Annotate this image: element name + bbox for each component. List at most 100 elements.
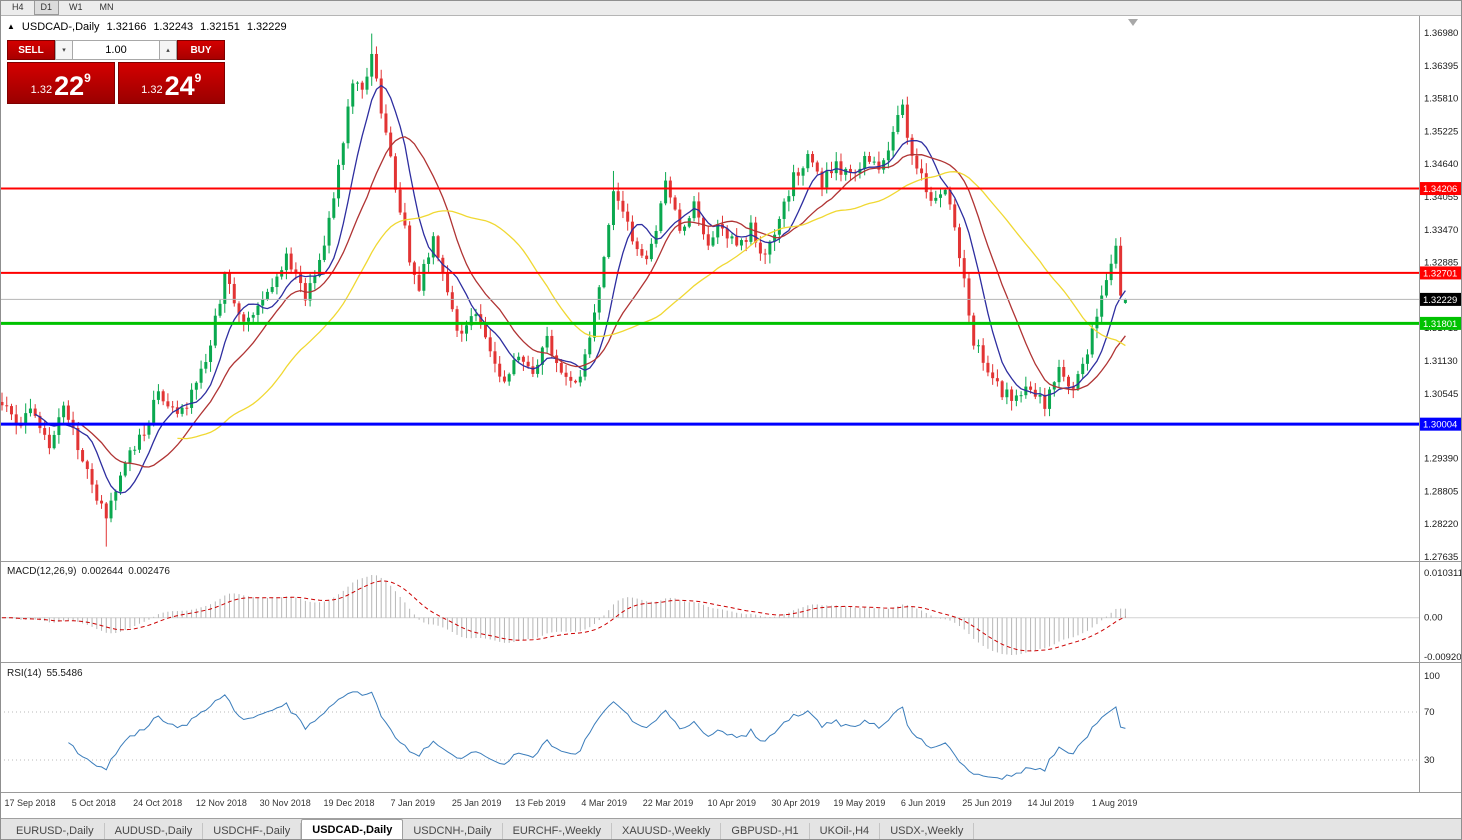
ma-slow-line (177, 171, 1126, 440)
rsi-line (68, 691, 1126, 780)
time-axis-label: 1 Aug 2019 (1092, 798, 1138, 808)
svg-text:1.30545: 1.30545 (1424, 389, 1458, 400)
time-axis-label: 30 Apr 2019 (771, 798, 820, 808)
ma-medium-line (77, 136, 1126, 468)
chart-tab-usdcad[interactable]: USDCAD-,Daily (301, 819, 404, 840)
sell-price-button[interactable]: 1.32 22 9 (7, 62, 115, 104)
svg-text:1.32229: 1.32229 (1423, 295, 1457, 306)
resistance-badge (1420, 266, 1462, 280)
svg-text:0.00: 0.00 (1424, 613, 1443, 624)
macd-signal-line (1, 580, 1126, 652)
chevron-up-icon: ▴ (166, 47, 170, 54)
timeframe-button-mn[interactable]: MN (99, 2, 114, 12)
volume-increase-button[interactable]: ▴ (160, 40, 177, 60)
svg-text:1.30004: 1.30004 (1423, 420, 1457, 431)
svg-text:1.35810: 1.35810 (1424, 94, 1458, 105)
chart-tab-ukoil[interactable]: UKOil-,H4 (810, 823, 881, 840)
svg-text:1.34640: 1.34640 (1424, 159, 1458, 170)
svg-text:1.34055: 1.34055 (1424, 192, 1458, 203)
svg-text:100: 100 (1424, 671, 1440, 682)
sell-button[interactable]: SELL (7, 40, 55, 60)
chart-tab-usdx[interactable]: USDX-,Weekly (880, 823, 975, 840)
macd-histogram (0, 575, 1419, 655)
trade-panel-toggle-icon[interactable]: ▲ (7, 22, 15, 31)
svg-text:1.36395: 1.36395 (1424, 61, 1458, 72)
chart-tab-gbpusd[interactable]: GBPUSD-,H1 (721, 823, 810, 840)
support-badge (1420, 417, 1462, 431)
time-axis-label: 24 Oct 2018 (133, 798, 182, 808)
time-axis-label: 17 Sep 2018 (4, 798, 55, 808)
volume-decrease-button[interactable]: ▾ (55, 40, 72, 60)
rsi-plot (0, 691, 1419, 780)
rsi-indicator-label: RSI(14) 55.5486 (7, 668, 88, 679)
ma-fast-line (34, 84, 1126, 494)
chart-tab-audusd[interactable]: AUDUSD-,Daily (105, 823, 204, 840)
time-axis-label: 7 Jan 2019 (391, 798, 436, 808)
svg-text:1.33470: 1.33470 (1424, 225, 1458, 236)
timeframe-toolbar: H4 D1 W1 MN (0, 0, 1462, 16)
time-axis-label: 19 May 2019 (833, 798, 885, 808)
time-axis-label: 25 Jan 2019 (452, 798, 502, 808)
sell-price-big: 22 (54, 71, 85, 101)
chart-title: ▲ USDCAD-,Daily 1.32166 1.32243 1.32151 … (7, 21, 287, 33)
time-axis-label: 13 Feb 2019 (515, 798, 566, 808)
chart-tab-xauusd[interactable]: XAUUSD-,Weekly (612, 823, 722, 840)
macd-value-signal: 0.002476 (128, 566, 170, 577)
chart-tab-usdcnh[interactable]: USDCNH-,Daily (403, 823, 503, 840)
chart-tabs-bar: EURUSD-,Daily AUDUSD-,Daily USDCHF-,Daily U… (0, 818, 1462, 840)
ohlc-close: 1.32229 (246, 21, 287, 33)
chart-tab-usdchf[interactable]: USDCHF-,Daily (203, 823, 302, 840)
timeframe-button-d1[interactable]: D1 (33, 0, 60, 15)
svg-text:1.29390: 1.29390 (1424, 454, 1458, 465)
buy-price-button[interactable]: 1.32 24 9 (117, 62, 225, 104)
candlestick-series (0, 33, 1127, 547)
buy-button[interactable]: BUY (177, 40, 225, 60)
svg-text:1.35225: 1.35225 (1424, 126, 1458, 137)
timeframe-button-w1[interactable]: W1 (69, 2, 83, 12)
macd-name: MACD(12,26,9) (7, 566, 77, 577)
svg-text:1.28805: 1.28805 (1424, 486, 1458, 497)
sell-price-prefix: 1.32 (30, 84, 53, 96)
time-axis-label: 14 Jul 2019 (1028, 798, 1075, 808)
volume-input[interactable] (72, 40, 160, 60)
buy-price-big: 24 (164, 71, 195, 101)
right-shift-marker-icon[interactable] (1128, 19, 1138, 26)
buy-price-prefix: 1.32 (141, 84, 163, 96)
chart-canvas[interactable]: 1.36980 1.36395 1.35810 1.35225 1.34640 1.340… (0, 0, 1462, 818)
ohlc-open: 1.32166 (106, 21, 147, 33)
svg-text:1.34206: 1.34206 (1423, 184, 1457, 195)
rsi-name: RSI(14) (7, 668, 42, 679)
time-axis-label: 19 Dec 2018 (323, 798, 374, 808)
time-axis-label: 10 Apr 2019 (708, 798, 757, 808)
resistance-badge (1420, 182, 1462, 196)
timeframe-button-h4[interactable]: H4 (12, 2, 24, 12)
buy-price-sup: 9 (194, 71, 202, 85)
svg-text:1.32885: 1.32885 (1424, 258, 1458, 269)
svg-text:1.36980: 1.36980 (1424, 28, 1458, 39)
svg-text:-0.0092030: -0.0092030 (1424, 652, 1462, 663)
svg-text:30: 30 (1424, 755, 1435, 766)
svg-text:70: 70 (1424, 707, 1435, 718)
chart-symbol-period: USDCAD-,Daily (21, 21, 100, 33)
macd-indicator-label: MACD(12,26,9) 0.002644 0.002476 (7, 566, 175, 577)
chart-tab-eurchf[interactable]: EURCHF-,Weekly (503, 823, 612, 840)
time-axis-label: 30 Nov 2018 (260, 798, 311, 808)
support-badge (1420, 316, 1462, 330)
time-axis-label: 22 Mar 2019 (643, 798, 694, 808)
time-axis-label: 12 Nov 2018 (196, 798, 247, 808)
time-axis-label: 25 Jun 2019 (962, 798, 1012, 808)
current-price-badge (1420, 292, 1462, 306)
macd-value-main: 0.002644 (81, 566, 124, 577)
svg-text:1.28220: 1.28220 (1424, 519, 1458, 530)
chevron-down-icon: ▾ (62, 47, 66, 54)
chart-tab-eurusd[interactable]: EURUSD-,Daily (6, 823, 105, 840)
ohlc-low: 1.32151 (200, 21, 240, 33)
time-axis-label: 5 Oct 2018 (72, 798, 116, 808)
svg-text:1.32701: 1.32701 (1423, 268, 1457, 279)
rsi-value: 55.5486 (46, 668, 83, 679)
time-axis-label: 6 Jun 2019 (901, 798, 946, 808)
svg-text:1.31801: 1.31801 (1423, 319, 1457, 330)
ohlc-high: 1.32243 (153, 21, 194, 33)
time-axis-label: 4 Mar 2019 (581, 798, 627, 808)
